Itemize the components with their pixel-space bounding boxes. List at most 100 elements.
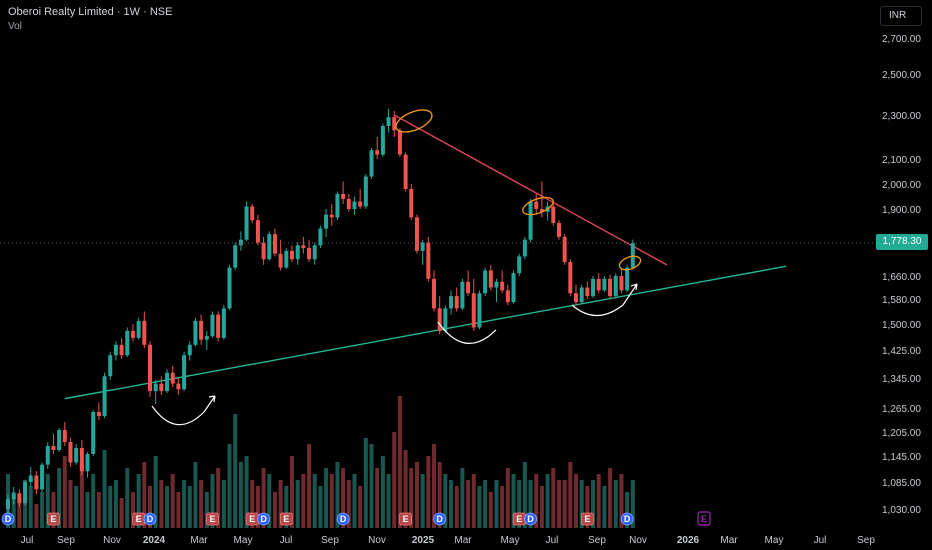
volume-bar [528,480,533,528]
x-tick-label: Jul [546,535,559,546]
y-tick-label: 1,265.00 [882,404,921,415]
dividend-marker [1,512,15,526]
volume-bar [312,474,317,528]
earnings-marker [47,512,60,526]
candle-body [505,290,510,303]
candle-body [91,412,96,454]
candle-body [170,372,175,384]
volume-bar [210,474,215,528]
event-marker-letter: D [624,514,631,524]
candle-body [244,206,249,240]
candle-body [483,270,488,294]
volume-bar [466,480,471,528]
volume-bar [346,480,351,528]
volume-bar [182,480,187,528]
candle-body [284,250,289,268]
volume-bar [420,474,425,528]
candle-body [23,482,28,504]
volume-bar [449,480,454,528]
volume-bar [45,474,50,528]
volume-bar [79,462,84,528]
volume-indicator-label[interactable]: Vol [8,21,22,32]
annotation-arc [571,304,624,317]
volume-bar [57,468,62,528]
dividend-marker [143,512,157,526]
candle-body [341,194,346,199]
annotation-arc [151,405,205,426]
candle-body [346,199,351,209]
candle-body [11,493,16,500]
candle-body [85,454,90,472]
candle-body [301,245,306,249]
candle-body [79,448,84,472]
y-tick-label: 1,205.00 [882,428,921,439]
candle-body [227,267,232,309]
candle-body [392,117,397,131]
volume-bar [568,462,573,528]
x-tick-label: Sep [857,535,875,546]
event-marker-letter: E [50,514,56,524]
event-marker-letter: E [136,514,142,524]
volume-bar [613,480,618,528]
candle-body [187,344,192,356]
currency-button[interactable]: INR [880,6,922,26]
candle-body [471,293,476,328]
volume-bar [522,462,527,528]
candle-body [630,242,635,268]
x-tick-label: Sep [57,535,75,546]
volume-bar [255,486,260,528]
candle-body [335,194,340,218]
volume-bar [216,468,221,528]
candle-body [295,245,300,260]
annotation-arrow [622,283,638,306]
candle-body [290,250,294,260]
event-marker-letter: E [516,514,522,524]
candle-body [397,130,402,155]
volume-bar [153,456,158,528]
candle-body [113,344,118,356]
volume-bar [250,480,255,528]
volume-bar [329,474,334,528]
candle-body [199,320,204,340]
candle-body [591,278,596,297]
candle-body [210,314,215,337]
event-marker-letter: D [340,514,347,524]
symbol-title[interactable]: Oberoi Realty Limited · 1W · NSE [8,6,173,18]
dividend-marker [620,512,634,526]
y-tick-label: 1,030.00 [882,505,921,516]
candle-body [454,296,459,309]
candle-body [307,248,312,260]
volume-bar [375,468,380,528]
volume-bar [585,486,590,528]
volume-bar [119,498,124,528]
volume-bar [556,480,561,528]
candle-body [62,430,67,442]
volume-bar [437,462,442,528]
annotation-ellipse [618,255,642,271]
volume-bar [170,474,175,528]
x-tick-label: Mar [190,535,208,546]
candle-body [500,281,505,291]
candle-body [159,383,164,392]
volume-bar [517,480,522,528]
y-tick-label: 1,900.00 [882,205,921,216]
x-tick-label: 2025 [412,535,435,546]
candle-body [556,222,561,237]
volume-bar [142,462,147,528]
candle-body [568,262,573,294]
x-tick-label: 2026 [677,535,700,546]
volume-bar [392,432,397,528]
candle-body [443,308,448,331]
y-tick-label: 1,580.00 [882,295,921,306]
candle-body [517,256,522,274]
volume-bar [233,414,238,528]
y-tick-label: 1,145.00 [882,452,921,463]
dividend-marker [433,512,447,526]
volume-bar [545,474,550,528]
volume-bar [579,480,584,528]
candle-body [6,499,10,509]
trendline-resistance [393,114,668,266]
candle-body [596,278,601,291]
